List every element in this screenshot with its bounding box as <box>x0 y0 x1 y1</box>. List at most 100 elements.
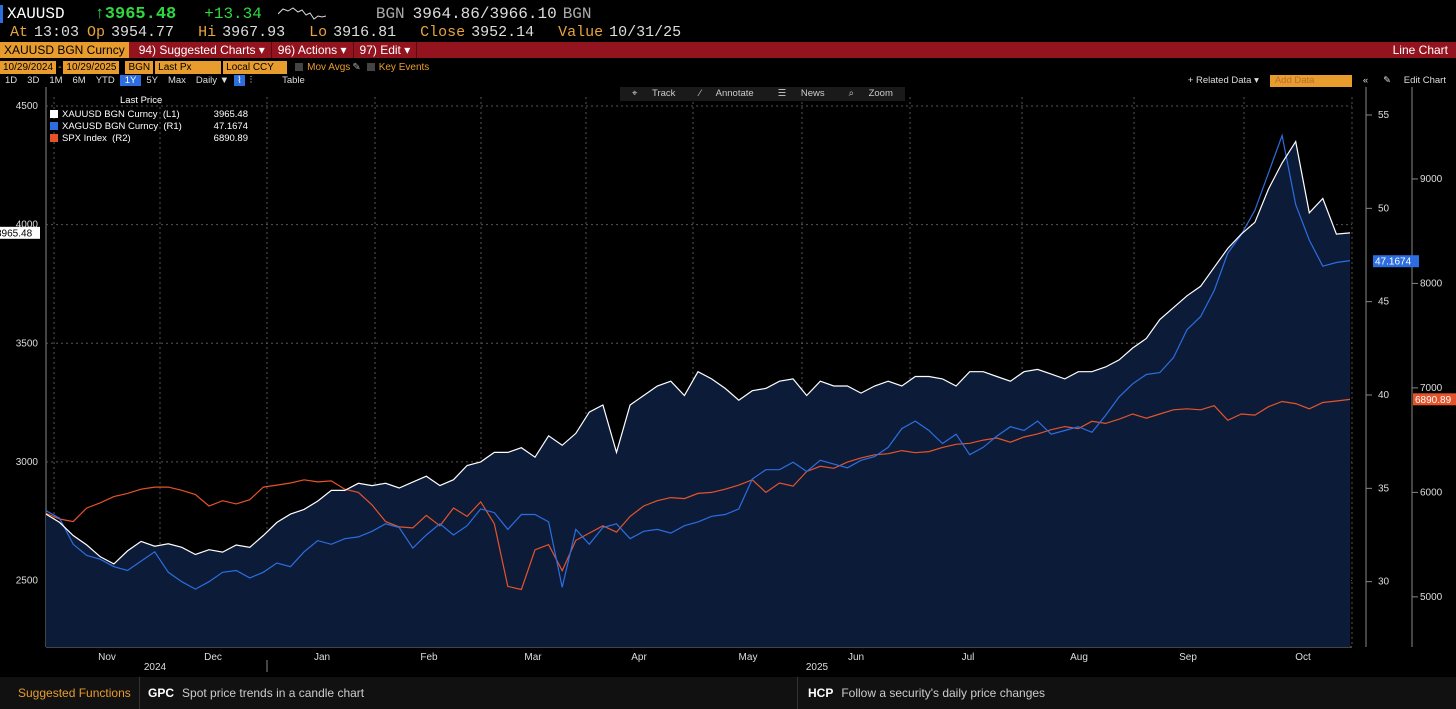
edit-chart-button[interactable]: ✎ Edit Chart <box>1373 75 1456 86</box>
range-6m[interactable]: 6M <box>72 75 86 86</box>
source-label: BGN <box>375 5 405 23</box>
chart-tools: ⌖ Track ⁄ Annotate ☰ News ⌕ Zoom <box>620 87 905 101</box>
x-tick-label: Mar <box>524 652 542 663</box>
mov-avgs-checkbox[interactable] <box>295 63 304 71</box>
zoom-label: Zoom <box>868 88 893 99</box>
function-hcp[interactable]: HCP Follow a security's daily price chan… <box>800 677 1045 709</box>
mov-avgs-label[interactable]: Mov Avgs <box>307 61 351 73</box>
value-label: Value <box>558 23 604 41</box>
x-tick-label: May <box>739 652 758 663</box>
x-tick-label: Apr <box>631 652 647 663</box>
security-marker <box>0 5 3 23</box>
suggested-functions-label: Suggested Functions <box>0 677 140 709</box>
gold-last-tag-bg <box>0 226 40 239</box>
range-1d[interactable]: 1D <box>5 75 18 86</box>
legend-value: 3965.48 <box>213 108 248 120</box>
quote-header: XAUUSD ↑3965.48 +13.34 BGN 3964.86/3966.… <box>0 0 1456 42</box>
line-chart-icon[interactable]: ⌇ <box>234 75 245 86</box>
high-value: 3967.93 <box>222 23 286 41</box>
function-code: HCP <box>808 686 834 700</box>
legend-row[interactable]: SPX Index (R2) 6890.89 <box>50 132 248 144</box>
table-button[interactable]: Table <box>282 75 305 86</box>
collapse-icon[interactable]: « <box>1362 75 1369 86</box>
year-label: 2024 <box>144 662 167 673</box>
start-date-field[interactable]: 10/29/2024 <box>0 60 57 74</box>
key-events-label[interactable]: Key Events <box>378 61 430 73</box>
series-line-2 <box>45 398 1351 591</box>
price-change: +13.34 <box>204 5 262 23</box>
track-label: Track <box>652 88 676 99</box>
at-label: At <box>10 23 29 41</box>
x-tick-label: Jun <box>848 652 864 663</box>
range-1y[interactable]: 1Y <box>119 75 142 86</box>
function-gpc[interactable]: GPC Spot price trends in a candle chart <box>140 677 364 709</box>
function-desc: Spot price trends in a candle chart <box>182 686 365 700</box>
right1-tick-label: 50 <box>1378 203 1390 214</box>
range-max[interactable]: Max <box>167 75 186 86</box>
suggested-charts-button[interactable]: 94) Suggested Charts ▾ <box>133 42 272 58</box>
legend-name: XAGUSD BGN Curncy (R1) <box>62 120 182 132</box>
field-select[interactable]: Last Px <box>155 60 222 74</box>
legend-swatch <box>50 122 58 130</box>
quote-row-1: XAUUSD ↑3965.48 +13.34 BGN 3964.86/3966.… <box>0 4 592 24</box>
range-ytd[interactable]: YTD <box>95 75 115 86</box>
open-value: 3954.77 <box>111 23 175 41</box>
source-label-2: BGN <box>562 5 592 23</box>
crosshair-icon: ⌖ <box>632 88 638 99</box>
left-tick-label: 2500 <box>16 576 39 587</box>
silver-last-tag-bg <box>1373 255 1419 268</box>
source-field[interactable]: BGN <box>125 60 154 74</box>
close-label: Close <box>420 23 466 41</box>
range-5y[interactable]: 5Y <box>146 75 158 86</box>
date-separator: - <box>58 61 62 73</box>
add-data-input[interactable]: Add Data <box>1269 74 1352 87</box>
left-tick-label: 3000 <box>16 457 39 468</box>
security-field[interactable]: XAUUSD BGN Curncy <box>0 42 129 58</box>
range-3d[interactable]: 3D <box>27 75 40 86</box>
series-line-0 <box>45 140 1351 565</box>
function-code: GPC <box>148 686 175 700</box>
chart-type-label[interactable]: Line Chart <box>1392 43 1448 57</box>
news-tool[interactable]: ☰ News <box>766 87 837 101</box>
track-tool[interactable]: ⌖ Track <box>620 87 687 101</box>
silver-last-tag: 47.1674 <box>1375 257 1412 268</box>
related-data-button[interactable]: + Related Data ▾ <box>1187 75 1259 86</box>
legend-name: SPX Index (R2) <box>62 132 131 144</box>
legend-swatch <box>50 134 58 142</box>
zoom-tool[interactable]: ⌕ Zoom <box>837 87 905 101</box>
ticker-symbol[interactable]: XAUUSD <box>7 5 65 23</box>
low-label: Lo <box>309 23 328 41</box>
right1-tick-label: 30 <box>1378 577 1390 588</box>
news-icon: ☰ <box>777 88 787 99</box>
x-tick-label: Jul <box>962 652 975 663</box>
bar-chart-icon[interactable]: ⫶ <box>249 75 253 86</box>
high-label: Hi <box>198 23 217 41</box>
pencil-icon[interactable]: ✎ <box>352 61 361 73</box>
annotate-tool[interactable]: ⁄ Annotate <box>687 87 765 101</box>
period-select[interactable]: Daily ▼ <box>195 75 230 86</box>
edit-button[interactable]: 97) Edit ▾ <box>354 42 418 58</box>
x-tick-label: Dec <box>204 652 222 663</box>
low-value: 3916.81 <box>333 23 397 41</box>
gold-last-tag: 3965.48 <box>0 228 33 239</box>
currency-select[interactable]: Local CCY <box>223 60 288 74</box>
chart-area[interactable]: Nov Dec Jan Feb Mar Apr May Jun Jul Aug Sep Oct 2024… <box>0 87 1456 677</box>
x-tick-label: Nov <box>98 652 116 663</box>
edit-chart-label: Edit Chart <box>1403 75 1446 86</box>
command-toolbar: XAUUSD BGN Curncy 94) Suggested Charts ▾… <box>0 42 1456 58</box>
quote-row-2: At 13:03 Op 3954.77 Hi 3967.93 Lo 3916.8… <box>0 23 705 41</box>
end-date-field[interactable]: 10/29/2025 <box>63 60 120 74</box>
legend-row[interactable]: XAGUSD BGN Curncy (R1) 47.1674 <box>50 120 248 132</box>
right1-tick-label: 35 <box>1378 483 1390 494</box>
right2-tick-label: 5000 <box>1420 592 1443 603</box>
x-tick-label: Feb <box>420 652 438 663</box>
key-events-checkbox[interactable] <box>366 63 375 71</box>
spx-last-tag: 6890.89 <box>1415 395 1452 406</box>
legend-row[interactable]: XAUUSD BGN Curncy (L1) 3965.48 <box>50 108 248 120</box>
chart-legend: Last Price XAUUSD BGN Curncy (L1) 3965.4… <box>50 95 248 144</box>
range-1m[interactable]: 1M <box>49 75 63 86</box>
actions-button[interactable]: 96) Actions ▾ <box>272 42 354 58</box>
x-tick-label: Aug <box>1070 652 1088 663</box>
price-chart[interactable]: Nov Dec Jan Feb Mar Apr May Jun Jul Aug Sep Oct 2024… <box>0 87 1456 677</box>
left-tick-label: 4000 <box>16 220 39 231</box>
